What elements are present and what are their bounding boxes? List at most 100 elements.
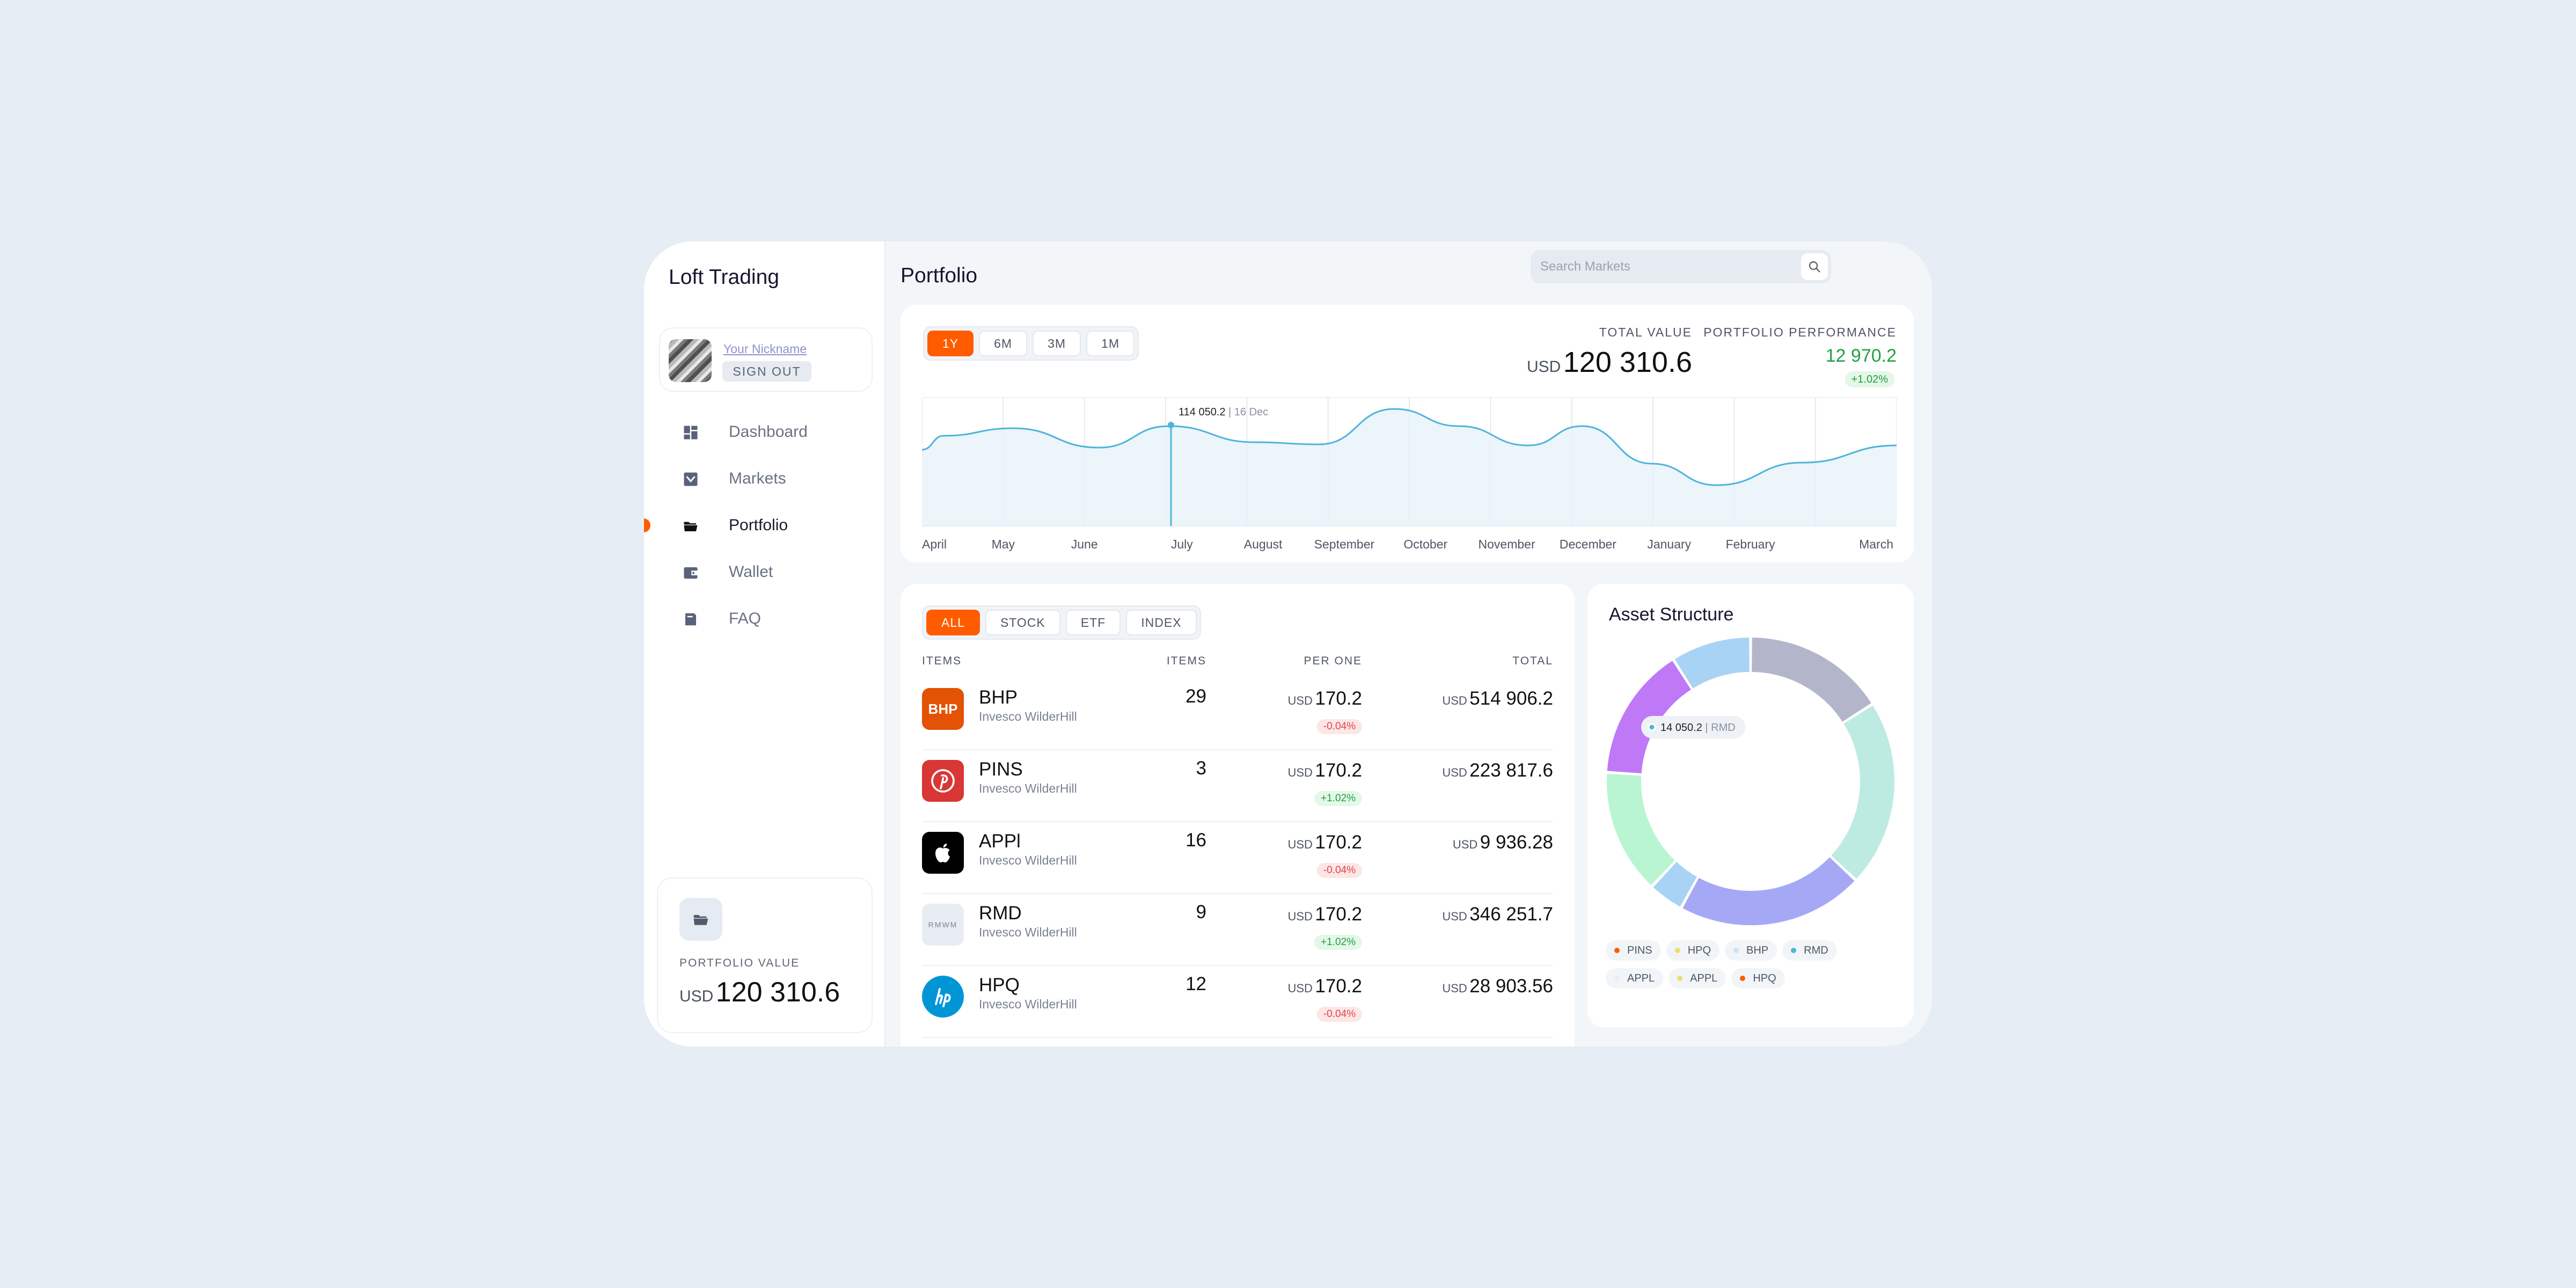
legend-item[interactable]: HPQ — [1731, 968, 1785, 989]
performance-value: 12 970.2 — [1825, 346, 1897, 366]
tab-stock[interactable]: STOCK — [985, 610, 1060, 635]
chart-x-tick-label: March — [1859, 537, 1893, 551]
resmed-logo-icon: RMWM — [922, 904, 964, 946]
pinterest-logo-icon — [922, 760, 964, 802]
wallet-icon — [683, 565, 699, 581]
donut-segment[interactable] — [1653, 862, 1697, 907]
sidebar: Loft Trading Your Nickname SIGN OUT Dash… — [644, 241, 885, 1046]
nickname-link[interactable]: Your Nickname — [723, 342, 807, 356]
sidebar-item-wallet[interactable]: Wallet — [644, 548, 885, 595]
total-value-number: 120 310.6 — [1563, 346, 1692, 378]
donut-segment[interactable] — [1682, 857, 1855, 925]
chart-line — [922, 408, 1897, 486]
total-value-label: TOTAL VALUE — [1599, 325, 1692, 339]
chart-x-tick-label: June — [1071, 537, 1098, 551]
tab-all[interactable]: ALL — [926, 610, 980, 635]
chart-x-tick-label: August — [1244, 537, 1283, 551]
donut-segment[interactable] — [1752, 638, 1871, 722]
table-row[interactable]: HPQ Invesco WilderHill 12 USD 170.2 -0.0… — [922, 966, 1553, 1038]
sidebar-item-dashboard[interactable]: Dashboard — [644, 408, 885, 455]
row-symbol: RMD — [979, 903, 1022, 924]
search-input[interactable] — [1540, 250, 1782, 283]
table-row[interactable]: APPl Invesco WilderHill 16 USD 170.2 -0.… — [922, 822, 1553, 894]
donut-segment[interactable] — [1831, 705, 1894, 879]
table-row[interactable]: PINS Invesco WilderHill 3 USD 170.2 +1.0… — [922, 750, 1553, 822]
page-title: Portfolio — [901, 264, 978, 287]
chart-x-tick-label: October — [1403, 537, 1447, 551]
legend-label: APPL — [1627, 972, 1655, 984]
portfolio-chart-card: 1Y 6M 3M 1M TOTAL VALUE USD 120 310.6 PO… — [901, 305, 1914, 562]
row-name: Invesco WilderHill — [979, 709, 1077, 723]
row-per-one-value: 170.2 — [1315, 976, 1362, 997]
sidebar-item-markets[interactable]: Markets — [644, 455, 885, 501]
currency-label: USD — [1526, 358, 1561, 376]
portfolio-icon — [679, 898, 722, 941]
row-name: Invesco WilderHill — [979, 997, 1077, 1011]
app-window: Loft Trading Your Nickname SIGN OUT Dash… — [644, 241, 1932, 1046]
asset-legend: PINS HPQ BHP RMD APPL APPL HPQ — [1606, 940, 1896, 989]
legend-item[interactable]: PINS — [1606, 940, 1661, 961]
row-total-value: 9 936.28 — [1480, 832, 1553, 853]
performance-change-badge: +1.02% — [1845, 371, 1894, 387]
sidebar-item-label: Dashboard — [729, 423, 808, 441]
column-header-total: TOTAL — [1512, 655, 1553, 667]
legend-dot — [1674, 948, 1680, 953]
chart-x-tick-label: December — [1560, 537, 1616, 551]
tab-6m[interactable]: 6M — [979, 331, 1028, 356]
tab-1y[interactable]: 1Y — [927, 331, 974, 356]
legend-item[interactable]: RMD — [1782, 940, 1837, 961]
row-per-one: USD 170.2 +1.02% — [1223, 760, 1362, 806]
legend-label: RMD — [1804, 944, 1828, 956]
row-name: Invesco WilderHill — [979, 925, 1077, 939]
faq-icon — [683, 611, 699, 627]
search-button[interactable] — [1801, 253, 1828, 280]
asset-structure-title: Asset Structure — [1609, 604, 1734, 625]
tab-3m[interactable]: 3M — [1033, 331, 1081, 356]
row-per-one: USD 170.2 -0.04% — [1223, 688, 1362, 734]
tab-etf[interactable]: ETF — [1065, 610, 1121, 635]
legend-item[interactable]: APPL — [1668, 968, 1726, 989]
sidebar-nav: Dashboard Markets Portfolio Wallet — [644, 408, 885, 641]
row-change-badge: -0.04% — [1316, 719, 1362, 734]
sign-out-button[interactable]: SIGN OUT — [722, 361, 811, 382]
legend-item[interactable]: APPL — [1606, 968, 1664, 989]
row-total: USD 346 251.7 — [1384, 904, 1553, 925]
row-per-one-value: 170.2 — [1315, 832, 1362, 853]
total-value: USD 120 310.6 — [1445, 346, 1692, 379]
legend-label: APPL — [1690, 972, 1718, 984]
column-header-items: ITEMS — [922, 655, 962, 667]
currency-label: USD — [1287, 982, 1313, 995]
table-row[interactable]: BHP BHP Invesco WilderHill 29 USD 170.2 … — [922, 678, 1553, 750]
table-header: ITEMS ITEMS PER ONE TOTAL — [922, 655, 1553, 671]
sidebar-item-label: Portfolio — [729, 516, 788, 534]
tab-1m[interactable]: 1M — [1086, 331, 1135, 356]
currency-label: USD — [1442, 766, 1467, 779]
row-total: USD 514 906.2 — [1384, 688, 1553, 709]
row-total-value: 28 903.56 — [1469, 976, 1553, 997]
row-total: USD 28 903.56 — [1384, 976, 1553, 997]
tab-index[interactable]: INDEX — [1126, 610, 1197, 635]
legend-item[interactable]: HPQ — [1666, 940, 1720, 961]
row-per-one-value: 170.2 — [1315, 760, 1362, 781]
table-row[interactable]: RMWM RMD Invesco WilderHill 9 USD 170.2 … — [922, 894, 1553, 966]
avatar[interactable] — [669, 339, 712, 382]
row-total-value: 346 251.7 — [1469, 904, 1553, 925]
apple-logo-icon — [922, 832, 964, 874]
row-change-badge: +1.02% — [1314, 791, 1362, 806]
portfolio-icon — [683, 518, 699, 534]
row-per-one: USD 170.2 +1.02% — [1223, 904, 1362, 950]
sidebar-item-portfolio[interactable]: Portfolio — [644, 501, 885, 548]
donut-segment[interactable] — [1674, 638, 1750, 689]
chart-x-tick-label: April — [922, 537, 947, 551]
chart-point-marker[interactable] — [1168, 422, 1174, 428]
legend-item[interactable]: BHP — [1725, 940, 1777, 961]
portfolio-line-chart[interactable]: 114 050.2 | 16 Dec April May June July August… — [922, 397, 1897, 558]
row-count: 9 — [1196, 902, 1206, 923]
asset-donut-chart[interactable]: 14 050.2 | RMD — [1607, 638, 1894, 925]
row-symbol: APPl — [979, 831, 1021, 852]
row-count: 29 — [1185, 686, 1206, 707]
row-per-one-value: 170.2 — [1315, 688, 1362, 709]
donut-segment[interactable] — [1607, 773, 1675, 885]
chart-x-tick-label: September — [1314, 537, 1375, 551]
sidebar-item-faq[interactable]: FAQ — [644, 595, 885, 641]
